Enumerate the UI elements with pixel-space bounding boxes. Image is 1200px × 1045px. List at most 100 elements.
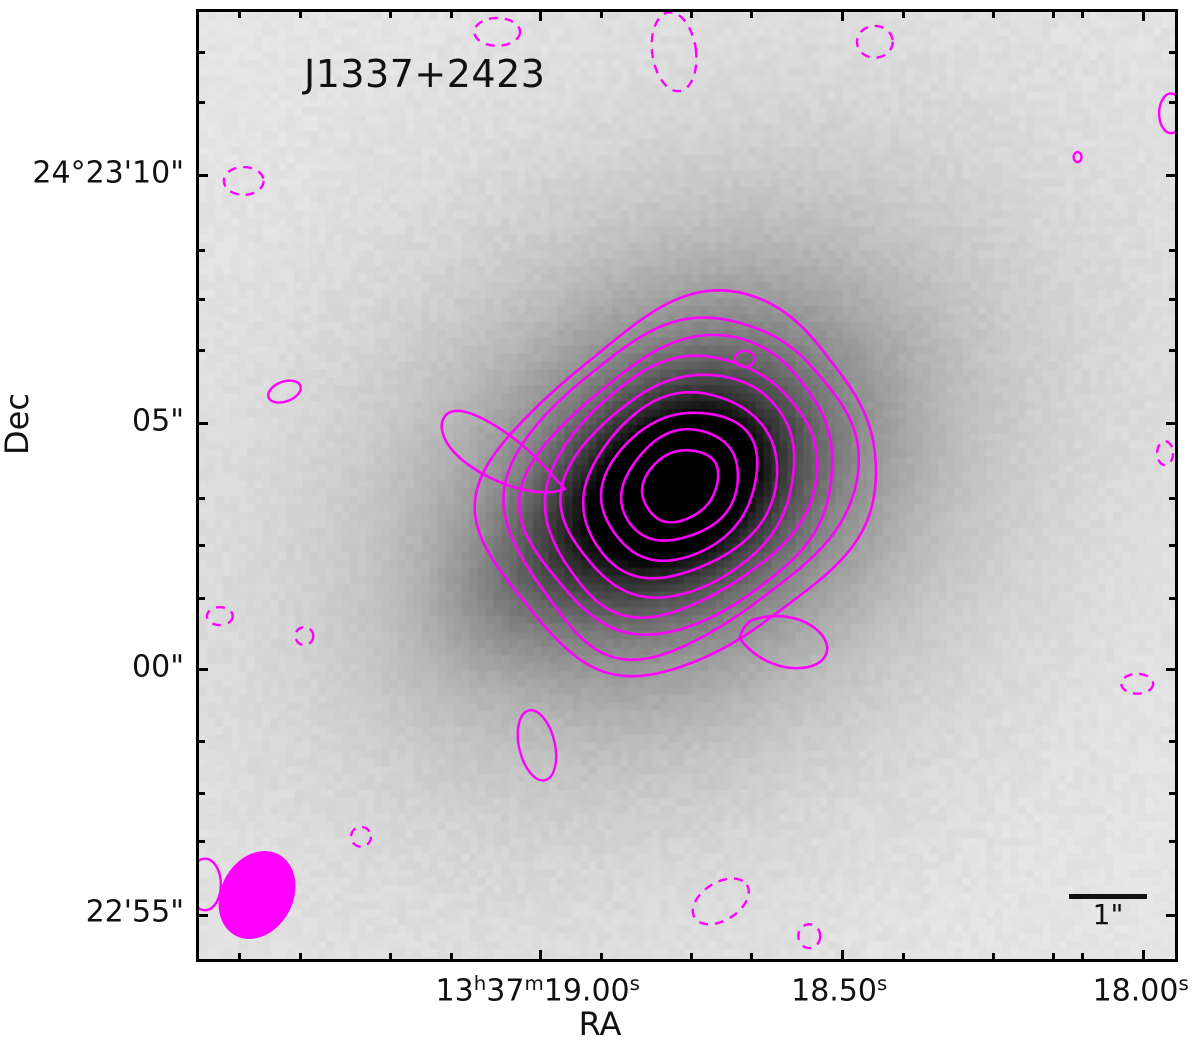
y-minor-tick-10	[199, 839, 205, 843]
negative-noise-blob-8	[691, 877, 750, 926]
y-minor-tick-3	[199, 298, 205, 302]
y-axis-label: Dec	[0, 393, 36, 455]
source-name-label: J1337+2423	[304, 52, 546, 96]
y-minor-tick-7	[199, 596, 205, 600]
y-major-tick-1	[199, 422, 208, 426]
negative-noise-blob-3	[855, 24, 894, 59]
y-minor-tick-right-10	[1169, 839, 1175, 843]
positive-contour-level-4	[581, 390, 779, 580]
y-major-tick-2	[199, 668, 208, 672]
negative-noise-blob-1	[473, 16, 522, 47]
positive-contour-level-2	[619, 427, 740, 542]
x-tick-label-0: 13h37m19.00s	[435, 972, 640, 1009]
positive-contour-level-8	[502, 316, 861, 661]
negative-noise-blob-5	[205, 606, 234, 627]
y-tick-label-0: 24°23'10"	[32, 155, 184, 191]
scale-bar-label: 1"	[1092, 898, 1124, 931]
x-minor-tick-9	[1051, 953, 1055, 959]
x-minor-tick-top-8	[901, 12, 905, 18]
positive-noise-blob-3	[516, 709, 558, 782]
y-minor-tick-right-1	[1169, 101, 1175, 105]
negative-noise-blob-2	[650, 12, 698, 93]
y-major-tick-3	[199, 913, 208, 917]
y-minor-tick-8	[199, 739, 205, 743]
y-minor-tick-right-8	[1169, 739, 1175, 743]
y-minor-tick-right-7	[1169, 596, 1175, 600]
x-minor-tick-6	[600, 953, 604, 959]
negative-noise-blob-4	[222, 165, 265, 197]
x-minor-tick-0	[237, 953, 241, 959]
y-minor-tick-4	[199, 348, 205, 352]
positive-contour-level-3	[599, 411, 759, 563]
x-major-tick-top-2	[1142, 12, 1146, 21]
y-tick-label-1: 05"	[132, 403, 184, 439]
y-major-tick-right-2	[1166, 668, 1175, 672]
negative-noise-blob-7	[349, 825, 373, 848]
y-tick-label-2: 00"	[132, 649, 184, 685]
positive-noise-blob-4	[1157, 92, 1175, 135]
positive-contour-level-5	[559, 373, 796, 599]
y-minor-tick-right-2	[1169, 248, 1175, 252]
y-major-tick-0	[199, 174, 208, 178]
x-minor-tick-top-5	[449, 12, 453, 18]
y-tick-label-3: 22'55"	[85, 894, 184, 930]
y-minor-tick-right-9	[1169, 791, 1175, 795]
x-major-tick-top-0	[539, 12, 543, 21]
positive-noise-blob-1	[733, 349, 756, 368]
x-minor-tick-7	[750, 953, 754, 959]
positive-contour-level-6	[543, 354, 819, 619]
radio-contour-overlay	[199, 12, 1175, 950]
x-minor-tick-top-10	[1081, 12, 1085, 18]
contour-extension-southwest	[738, 614, 829, 670]
negative-noise-blob-11	[1155, 440, 1175, 467]
x-minor-tick-3	[991, 953, 995, 959]
greyscale-sky-image	[199, 12, 1175, 959]
x-minor-tick-2	[690, 953, 694, 959]
negative-noise-blob-10	[1120, 672, 1155, 695]
y-minor-tick-1	[199, 101, 205, 105]
y-minor-tick-0	[199, 50, 205, 54]
x-axis-label: RA	[578, 1005, 622, 1043]
contour-extension-northeast	[440, 409, 567, 494]
negative-noise-blob-6	[294, 625, 315, 647]
x-minor-tick-top-6	[600, 12, 604, 18]
x-minor-tick-top-3	[991, 12, 995, 18]
y-major-tick-right-1	[1166, 422, 1175, 426]
y-minor-tick-6	[199, 544, 205, 548]
y-minor-tick-right-5	[1169, 496, 1175, 500]
plot-area[interactable]: J1337+2423 1"	[196, 9, 1178, 962]
x-major-tick-1	[840, 950, 844, 959]
x-major-tick-0	[539, 950, 543, 959]
x-minor-tick-4	[298, 953, 302, 959]
x-minor-tick-top-0	[237, 12, 241, 18]
x-minor-tick-8	[901, 953, 905, 959]
x-tick-label-1: 18.50s	[791, 972, 888, 1009]
positive-contour-level-1	[640, 448, 720, 524]
x-tick-label-2: 18.00s	[1092, 972, 1189, 1009]
y-major-tick-right-3	[1166, 913, 1175, 917]
y-major-tick-right-0	[1166, 174, 1175, 178]
x-major-tick-2	[1142, 950, 1146, 959]
y-minor-tick-5	[199, 496, 205, 500]
x-minor-tick-10	[1081, 953, 1085, 959]
y-minor-tick-right-4	[1169, 348, 1175, 352]
scale-bar-line	[1069, 894, 1147, 899]
positive-noise-blob-2	[267, 379, 302, 404]
y-minor-tick-right-3	[1169, 298, 1175, 302]
negative-noise-blob-9	[797, 923, 822, 950]
x-minor-tick-top-1	[388, 12, 392, 18]
y-minor-tick-right-0	[1169, 50, 1175, 54]
x-minor-tick-top-7	[750, 12, 754, 18]
x-minor-tick-top-2	[690, 12, 694, 18]
scale-bar: 1"	[1069, 894, 1147, 929]
x-minor-tick-top-4	[298, 12, 302, 18]
positive-contour-level-9	[473, 289, 878, 678]
positive-noise-blob-6	[1072, 150, 1083, 164]
y-minor-tick-right-6	[1169, 544, 1175, 548]
y-minor-tick-2	[199, 248, 205, 252]
x-minor-tick-top-9	[1051, 12, 1055, 18]
x-minor-tick-5	[449, 953, 453, 959]
x-minor-tick-1	[388, 953, 392, 959]
y-minor-tick-9	[199, 791, 205, 795]
